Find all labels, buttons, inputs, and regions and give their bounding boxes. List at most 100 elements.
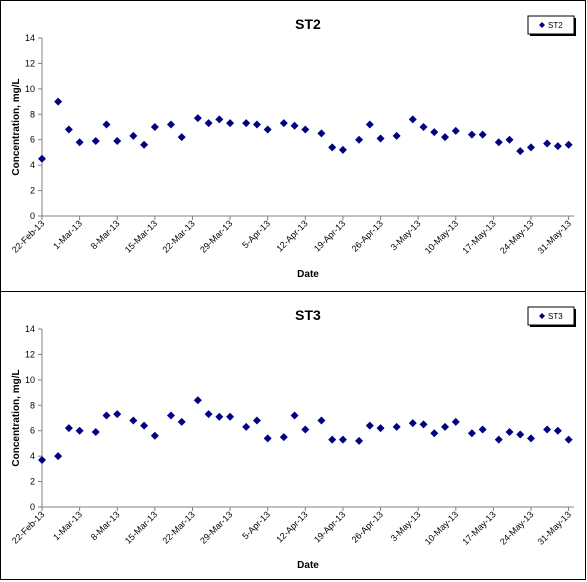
data-point — [376, 134, 385, 143]
data-point — [553, 142, 562, 151]
data-point — [430, 128, 439, 137]
data-point — [301, 425, 310, 434]
data-point — [338, 145, 347, 154]
x-tick-label: 12-Apr-13 — [274, 509, 309, 544]
x-tick-label: 31-May-13 — [536, 509, 573, 546]
data-point — [242, 119, 251, 128]
y-tick-label: 0 — [30, 211, 35, 221]
data-point — [365, 421, 374, 430]
data-point — [355, 436, 364, 445]
data-point — [365, 120, 374, 129]
x-tick-label: 5-Apr-13 — [240, 509, 272, 541]
x-tick-label: 26-Apr-13 — [350, 218, 385, 253]
data-point — [478, 425, 487, 434]
data-point — [242, 422, 251, 431]
data-point — [430, 429, 439, 438]
legend-box — [527, 15, 575, 35]
data-point — [150, 431, 159, 440]
data-point — [527, 143, 536, 152]
x-tick-label: 1-Mar-13 — [51, 509, 84, 542]
data-point — [166, 411, 175, 420]
chart-panel-st2: ST2 Date Concentration, mg/L 0 2 4 6 8 10 12 14… — [1, 1, 586, 291]
data-point — [193, 114, 202, 123]
chart-st3: ST3 Date Concentration, mg/L 0 2 4 6 8 10 12 14… — [10, 306, 576, 571]
data-point — [75, 138, 84, 147]
data-point — [419, 123, 428, 131]
data-point — [301, 125, 310, 134]
x-tick-label: 10-May-13 — [423, 509, 460, 546]
x-tick-label: 24-May-13 — [498, 218, 535, 255]
data-point — [91, 427, 100, 436]
data-point — [516, 430, 525, 439]
y-tick-label: 4 — [30, 451, 35, 461]
data-point — [419, 420, 428, 429]
data-point — [64, 125, 73, 134]
x-tick-label: 26-Apr-13 — [350, 509, 385, 544]
y-tick-label: 0 — [30, 502, 35, 512]
y-tick-label: 10 — [25, 84, 35, 94]
x-tick-label: 5-Apr-13 — [240, 218, 272, 250]
data-point — [102, 120, 111, 129]
x-tick-label: 3-May-13 — [389, 509, 423, 543]
x-tick-label: 22-Mar-13 — [160, 218, 196, 254]
x-tick-label: 22-Feb-13 — [10, 509, 46, 545]
data-point — [467, 130, 476, 139]
data-point — [279, 119, 288, 128]
y-tick-label: 10 — [25, 375, 35, 385]
y-tick-label: 2 — [30, 186, 35, 196]
data-point — [505, 427, 514, 436]
data-point — [140, 140, 149, 149]
data-point — [140, 421, 149, 430]
x-tick-label: 10-May-13 — [423, 218, 460, 255]
data-point — [478, 130, 487, 139]
data-point — [543, 425, 552, 434]
data-point — [494, 138, 503, 147]
y-tick-label: 12 — [25, 349, 35, 359]
data-point — [441, 133, 450, 142]
x-tick-label: 8-Mar-13 — [89, 509, 122, 542]
x-tick-label: 3-May-13 — [389, 218, 423, 252]
y-tick-label: 8 — [30, 400, 35, 410]
data-point — [553, 426, 562, 435]
data-point — [317, 129, 326, 138]
x-tick-label: 12-Apr-13 — [274, 218, 309, 253]
data-point — [252, 120, 261, 129]
data-point — [317, 416, 326, 425]
y-tick-label: 6 — [30, 426, 35, 436]
chart-title: ST3 — [295, 307, 321, 323]
data-point — [129, 416, 138, 425]
x-tick-label: 29-Mar-13 — [198, 509, 234, 545]
data-point — [290, 411, 299, 420]
x-tick-label: 22-Feb-13 — [10, 218, 46, 254]
data-point — [564, 435, 573, 444]
x-tick-label: 17-May-13 — [460, 509, 497, 546]
data-point — [204, 119, 213, 128]
data-point — [64, 424, 73, 433]
data-point — [54, 452, 63, 461]
y-tick-label: 8 — [30, 109, 35, 119]
data-point — [392, 131, 401, 140]
data-point — [215, 115, 224, 124]
data-point — [355, 135, 364, 144]
data-point — [75, 426, 84, 435]
data-point — [328, 143, 337, 152]
y-tick-label: 6 — [30, 135, 35, 145]
data-point — [451, 126, 460, 135]
data-point — [38, 154, 46, 163]
y-tick-label: 14 — [25, 33, 35, 43]
data-point — [129, 131, 138, 140]
data-point — [113, 136, 122, 145]
x-axis-title: Date — [297, 560, 319, 571]
legend-box — [527, 306, 575, 326]
data-point — [166, 120, 175, 129]
data-point — [516, 147, 525, 156]
data-point — [564, 140, 573, 149]
chart-title: ST2 — [295, 16, 321, 32]
data-point — [215, 412, 224, 421]
x-tick-label: 29-Mar-13 — [198, 218, 234, 254]
data-point — [226, 119, 235, 128]
data-point — [279, 433, 288, 442]
legend-label: ST3 — [548, 312, 563, 321]
x-tick-label: 22-Mar-13 — [160, 509, 196, 545]
